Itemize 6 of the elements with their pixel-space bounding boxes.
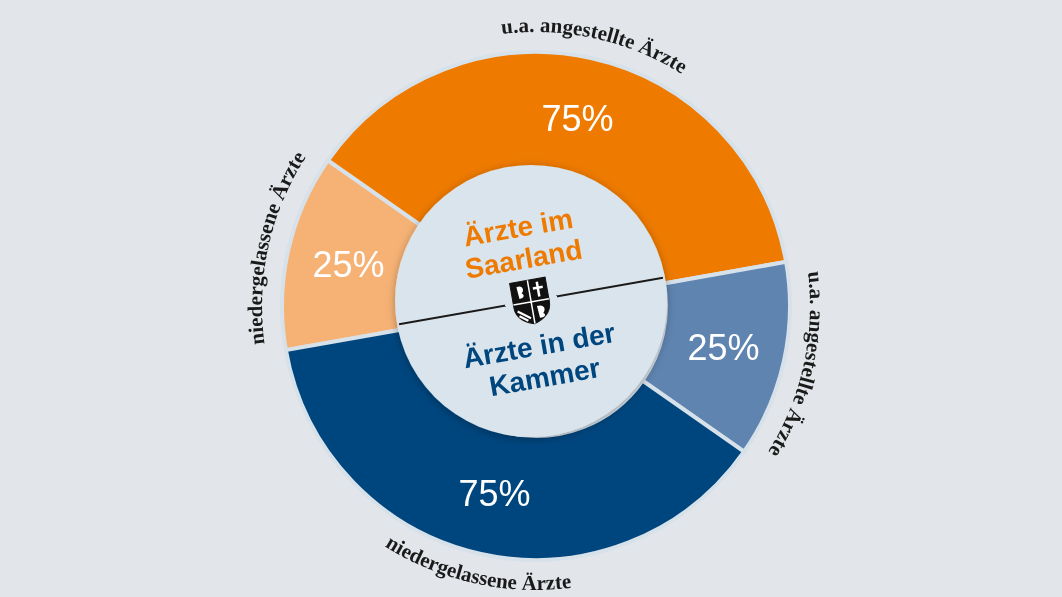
data-label: 75% xyxy=(458,472,531,514)
text: Ärzte in der Kammer xyxy=(459,315,619,405)
text: Ärzte im Saarland xyxy=(459,201,586,287)
data-label: 25% xyxy=(687,327,760,369)
data-label: 25% xyxy=(312,243,385,285)
data-label: 75% xyxy=(541,98,614,140)
